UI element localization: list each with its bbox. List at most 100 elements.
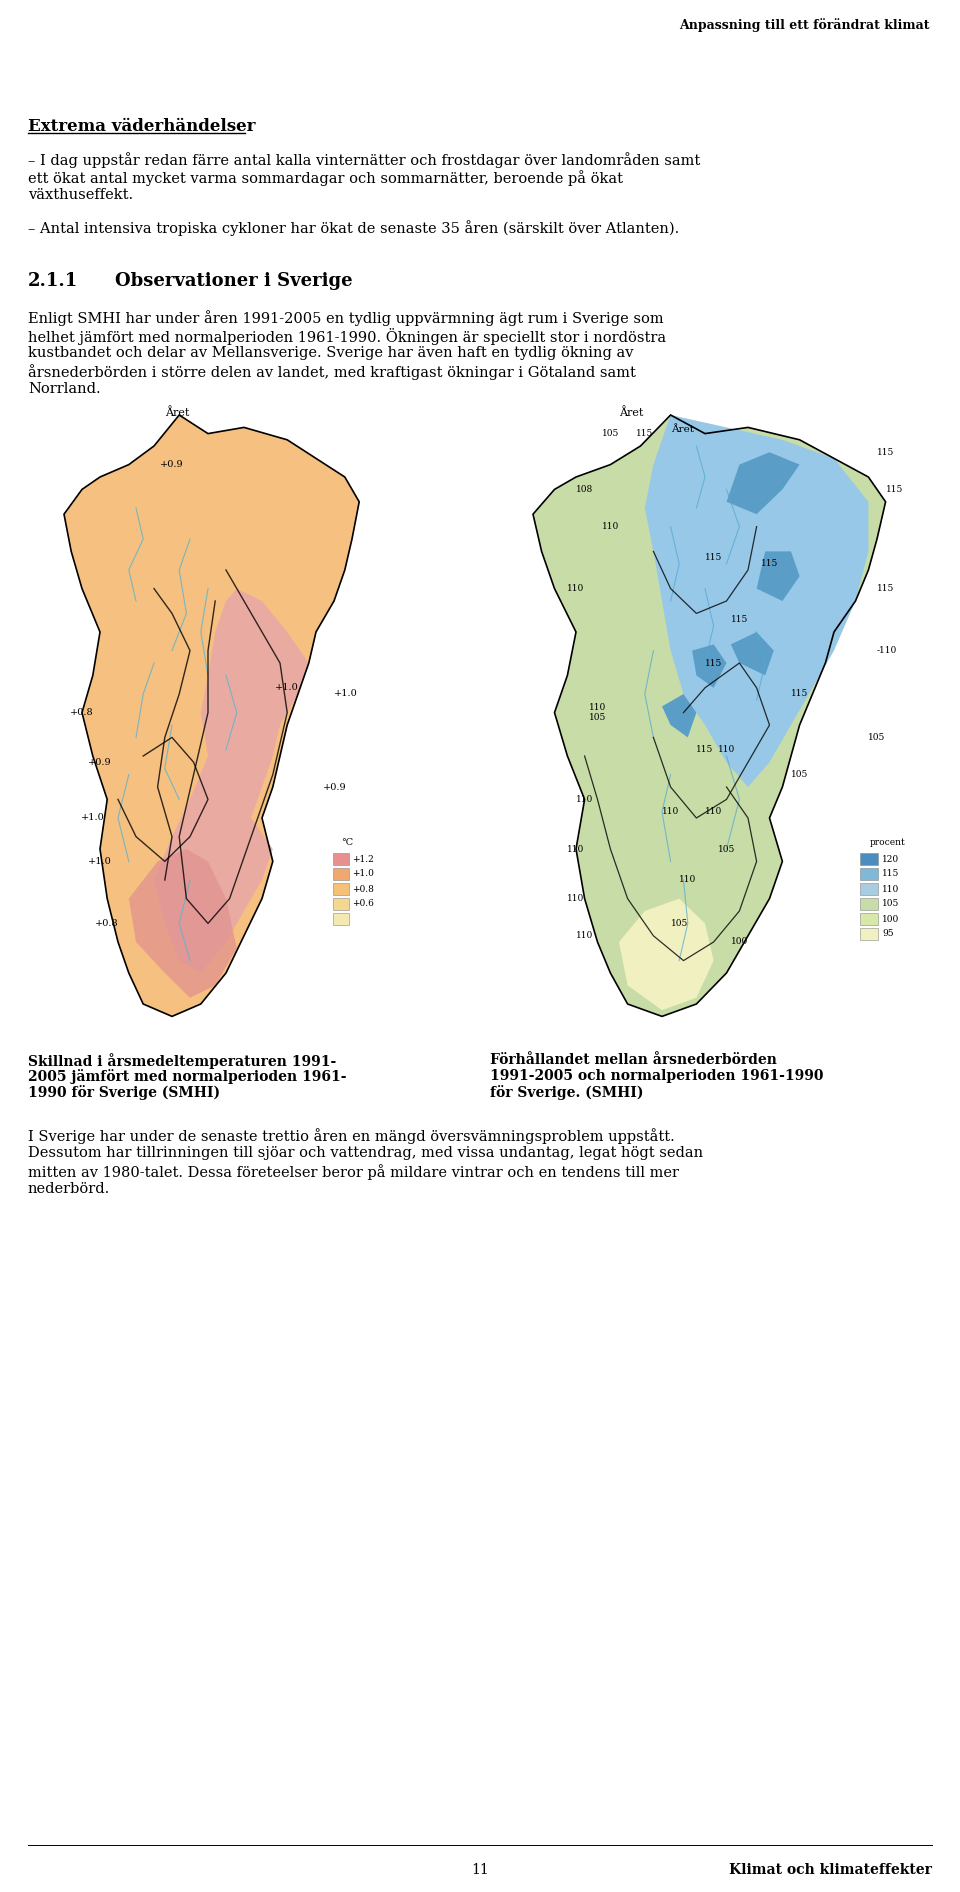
- Polygon shape: [727, 452, 800, 515]
- Text: 110: 110: [567, 844, 585, 853]
- Text: Förhållandet mellan årsnederbörden: Förhållandet mellan årsnederbörden: [490, 1054, 777, 1067]
- Text: +1.0: +1.0: [276, 683, 300, 692]
- Text: Året: Året: [165, 407, 189, 418]
- Bar: [860, 853, 878, 865]
- Text: °C: °C: [341, 838, 353, 848]
- Bar: [333, 884, 349, 895]
- Bar: [860, 927, 878, 940]
- Text: Året: Året: [671, 424, 693, 433]
- Polygon shape: [662, 694, 696, 738]
- Text: Klimat och klimateffekter: Klimat och klimateffekter: [730, 1864, 932, 1877]
- Text: 115: 115: [885, 484, 903, 494]
- Text: mitten av 1980-talet. Dessa företeelser beror på mildare vintrar och en tendens : mitten av 1980-talet. Dessa företeelser …: [28, 1164, 679, 1181]
- Polygon shape: [154, 588, 309, 972]
- Text: +1.2: +1.2: [352, 855, 373, 863]
- Bar: [333, 853, 349, 865]
- Polygon shape: [129, 850, 237, 997]
- Text: 1990 för Sverige (SMHI): 1990 för Sverige (SMHI): [28, 1084, 220, 1099]
- Text: I Sverige har under de senaste trettio åren en mängd översvämningsproblem uppstå: I Sverige har under de senaste trettio å…: [28, 1128, 675, 1145]
- Text: 110: 110: [576, 931, 593, 940]
- Bar: [860, 868, 878, 880]
- Text: nederbörd.: nederbörd.: [28, 1182, 110, 1196]
- Text: Norrland.: Norrland.: [28, 382, 101, 395]
- Text: Observationer i Sverige: Observationer i Sverige: [115, 272, 352, 289]
- Text: 105: 105: [882, 899, 900, 908]
- Text: Året: Året: [619, 407, 643, 418]
- Text: 115: 115: [636, 429, 654, 439]
- Text: växthuseffekt.: växthuseffekt.: [28, 187, 133, 202]
- Bar: [860, 884, 878, 895]
- Text: Anpassning till ett förändrat klimat: Anpassning till ett förändrat klimat: [680, 19, 930, 32]
- Text: 115: 115: [705, 658, 722, 668]
- Text: +1.0: +1.0: [88, 857, 112, 867]
- Text: – I dag uppstår redan färre antal kalla vinternätter och frostdagar över landomr: – I dag uppstår redan färre antal kalla …: [28, 151, 700, 168]
- Text: 105: 105: [791, 770, 808, 780]
- Text: 100: 100: [882, 914, 900, 923]
- Text: 110: 110: [602, 522, 619, 532]
- Text: 115: 115: [791, 689, 808, 698]
- Text: 115: 115: [877, 585, 895, 592]
- Bar: [333, 899, 349, 910]
- Text: 105: 105: [602, 429, 619, 439]
- Text: 2005 jämfört med normalperioden 1961-: 2005 jämfört med normalperioden 1961-: [28, 1069, 347, 1084]
- Text: för Sverige. (SMHI): för Sverige. (SMHI): [490, 1084, 643, 1099]
- Text: +0.8: +0.8: [95, 920, 119, 927]
- Text: 120: 120: [882, 855, 900, 863]
- Text: 115: 115: [761, 560, 779, 568]
- Text: 95: 95: [882, 929, 894, 938]
- Bar: [333, 868, 349, 880]
- Bar: [860, 899, 878, 910]
- Text: 2.1.1: 2.1.1: [28, 272, 79, 289]
- Text: 110: 110: [718, 745, 735, 755]
- Text: procent: procent: [870, 838, 905, 848]
- Text: Enligt SMHI har under åren 1991-2005 en tydlig uppvärmning ägt rum i Sverige som: Enligt SMHI har under åren 1991-2005 en …: [28, 310, 663, 325]
- Text: +0.8: +0.8: [70, 708, 94, 717]
- Polygon shape: [533, 414, 885, 1016]
- Polygon shape: [692, 645, 727, 689]
- Text: Extrema väderhändelser: Extrema väderhändelser: [28, 117, 255, 134]
- Text: 115: 115: [696, 745, 713, 755]
- Text: 110: 110: [567, 895, 585, 902]
- Text: 110: 110: [882, 884, 900, 893]
- Text: 105: 105: [670, 920, 688, 927]
- Polygon shape: [619, 899, 713, 1010]
- Text: +0.9: +0.9: [324, 783, 347, 791]
- Text: +0.9: +0.9: [160, 460, 183, 469]
- Text: 115: 115: [882, 870, 900, 878]
- Text: – Antal intensiva tropiska cykloner har ökat de senaste 35 åren (särskilt över A: – Antal intensiva tropiska cykloner har …: [28, 219, 680, 236]
- Text: 1991-2005 och normalperioden 1961-1990: 1991-2005 och normalperioden 1961-1990: [490, 1069, 824, 1082]
- Text: 108: 108: [576, 484, 593, 494]
- Text: 11: 11: [471, 1864, 489, 1877]
- Text: kustbandet och delar av Mellansverige. Sverige har även haft en tydlig ökning av: kustbandet och delar av Mellansverige. S…: [28, 346, 634, 359]
- Text: +1.0: +1.0: [334, 689, 358, 698]
- Text: +1.0: +1.0: [81, 814, 105, 823]
- Text: -110: -110: [877, 645, 898, 655]
- Text: helhet jämfört med normalperioden 1961-1990. Ökningen är speciellt stor i nordös: helhet jämfört med normalperioden 1961-1…: [28, 327, 666, 344]
- Text: 110: 110: [705, 808, 722, 815]
- Text: 110: 110: [567, 585, 585, 592]
- Text: 105: 105: [718, 844, 735, 853]
- Text: 110: 110: [576, 795, 593, 804]
- Bar: [860, 914, 878, 925]
- Text: 110: 110: [679, 876, 696, 884]
- Text: 105: 105: [869, 732, 886, 742]
- Polygon shape: [731, 632, 774, 675]
- Text: Dessutom har tillrinningen till sjöar och vattendrag, med vissa undantag, legat : Dessutom har tillrinningen till sjöar oc…: [28, 1147, 703, 1160]
- Text: +1.0: +1.0: [352, 870, 373, 878]
- Text: +0.9: +0.9: [88, 757, 111, 766]
- Text: 110: 110: [662, 808, 680, 815]
- Polygon shape: [64, 414, 359, 1016]
- Text: 110
105: 110 105: [588, 704, 606, 723]
- Text: +0.8: +0.8: [352, 884, 373, 893]
- Text: 100: 100: [731, 938, 748, 946]
- Text: Skillnad i årsmedeltemperaturen 1991-: Skillnad i årsmedeltemperaturen 1991-: [28, 1054, 336, 1069]
- Polygon shape: [756, 551, 800, 602]
- Polygon shape: [645, 414, 869, 787]
- Text: årsnederbörden i större delen av landet, med kraftigast ökningar i Götaland samt: årsnederbörden i större delen av landet,…: [28, 363, 636, 380]
- Text: 115: 115: [705, 552, 722, 562]
- Bar: [333, 914, 349, 925]
- Text: ett ökat antal mycket varma sommardagar och sommarnätter, beroende på ökat: ett ökat antal mycket varma sommardagar …: [28, 170, 623, 185]
- Text: +0.6: +0.6: [352, 899, 373, 908]
- Text: 115: 115: [731, 615, 748, 624]
- Text: 115: 115: [877, 448, 895, 456]
